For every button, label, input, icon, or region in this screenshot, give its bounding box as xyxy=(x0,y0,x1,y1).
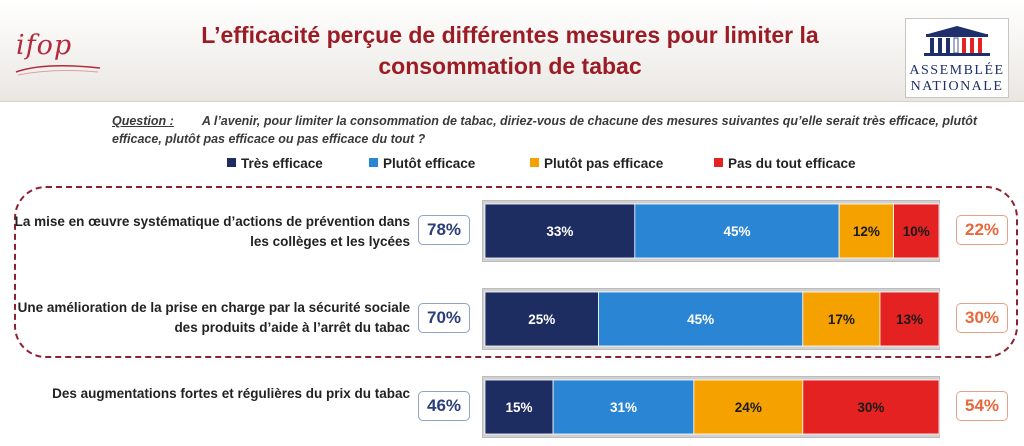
segment-value-label: 30% xyxy=(857,400,884,415)
stacked-bar-svg: 33% 45% 12% 10% xyxy=(484,203,940,259)
segment-value-label: 12% xyxy=(853,224,880,239)
legend-label: Très efficace xyxy=(241,156,323,171)
total-pas-efficace-3: 54% xyxy=(956,391,1008,421)
stacked-bar-svg: 15% 31% 24% 30% xyxy=(484,379,940,435)
logo-line-2: NATIONALE xyxy=(910,79,1004,94)
legend-label: Pas du tout efficace xyxy=(728,156,856,171)
segment-value-label: 13% xyxy=(896,312,923,327)
segment-value-label: 24% xyxy=(735,400,762,415)
legend-label: Plutôt efficace xyxy=(383,156,476,171)
legend-swatch xyxy=(530,158,539,167)
segment-tres-efficace xyxy=(484,291,599,347)
total-pas-efficace-1: 22% xyxy=(956,215,1008,245)
segment-value-label: 45% xyxy=(687,312,714,327)
segment-tres-efficace xyxy=(484,379,554,435)
total-efficace-2: 70% xyxy=(418,303,470,333)
segment-pas-du-tout-efficace xyxy=(879,291,940,347)
total-efficace-1: 78% xyxy=(418,215,470,245)
ifop-logo: ifop xyxy=(15,30,101,78)
segment-value-label: 15% xyxy=(506,400,533,415)
legend-swatch xyxy=(227,158,236,167)
total-efficace-3: 46% xyxy=(418,391,470,421)
legend-item-plutot-efficace: Plutôt efficace xyxy=(369,156,475,171)
building-icon xyxy=(924,26,990,56)
segment-value-label: 17% xyxy=(828,312,855,327)
page-title: L’efficacité perçue de différentes mesur… xyxy=(201,22,819,79)
total-pas-efficace-2: 30% xyxy=(956,303,1008,333)
logo-line-1: ASSEMBLÉE xyxy=(909,63,1005,78)
question-block: Question :A l’avenir, pour limiter la co… xyxy=(112,112,982,148)
segment-plutot-efficace xyxy=(634,203,840,259)
legend-item-plutot-pas-efficace: Plutôt pas efficace xyxy=(530,156,663,171)
segment-pas-du-tout-efficace xyxy=(802,379,940,435)
row-label-2: Une amélioration de la prise en charge p… xyxy=(17,300,410,335)
segment-tres-efficace xyxy=(484,203,636,259)
question-text: A l’avenir, pour limiter la consommation… xyxy=(112,114,978,146)
assemblee-nationale-logo: ASSEMBLÉE NATIONALE xyxy=(905,18,1009,98)
stacked-bar-1: 33% 45% 12% 10% xyxy=(482,200,940,262)
segment-value-label: 10% xyxy=(903,224,930,239)
question-label: Question : xyxy=(112,114,174,128)
ifop-logo-text: ifop xyxy=(16,30,73,61)
legend-item-pas-du-tout-efficace: Pas du tout efficace xyxy=(714,156,856,171)
legend-swatch xyxy=(369,158,378,167)
row-label-1: La mise en œuvre systématique d’actions … xyxy=(14,214,410,249)
stacked-bar-svg: 25% 45% 17% 13% xyxy=(484,291,940,347)
legend-label: Plutôt pas efficace xyxy=(544,156,664,171)
header-banner: ifop L’efficacité perçue de différentes … xyxy=(0,0,1024,102)
legend-swatch xyxy=(714,158,723,167)
stacked-bar-2: 25% 45% 17% 13% xyxy=(482,288,940,350)
segment-value-label: 33% xyxy=(546,224,573,239)
segment-value-label: 45% xyxy=(723,224,750,239)
segment-pas-du-tout-efficace xyxy=(893,203,940,259)
segment-plutot-pas-efficace xyxy=(838,203,894,259)
legend-item-tres-efficace: Très efficace xyxy=(227,156,323,171)
row-label-3: Des augmentations fortes et régulières d… xyxy=(52,386,410,401)
segment-plutot-efficace xyxy=(598,291,804,347)
logo-swoosh-icon xyxy=(15,64,101,76)
highlight-group-box xyxy=(14,186,1018,358)
stacked-bar-3: 15% 31% 24% 30% xyxy=(482,376,940,438)
segment-value-label: 31% xyxy=(610,400,637,415)
segment-value-label: 25% xyxy=(528,312,555,327)
segment-plutot-efficace xyxy=(552,379,695,435)
